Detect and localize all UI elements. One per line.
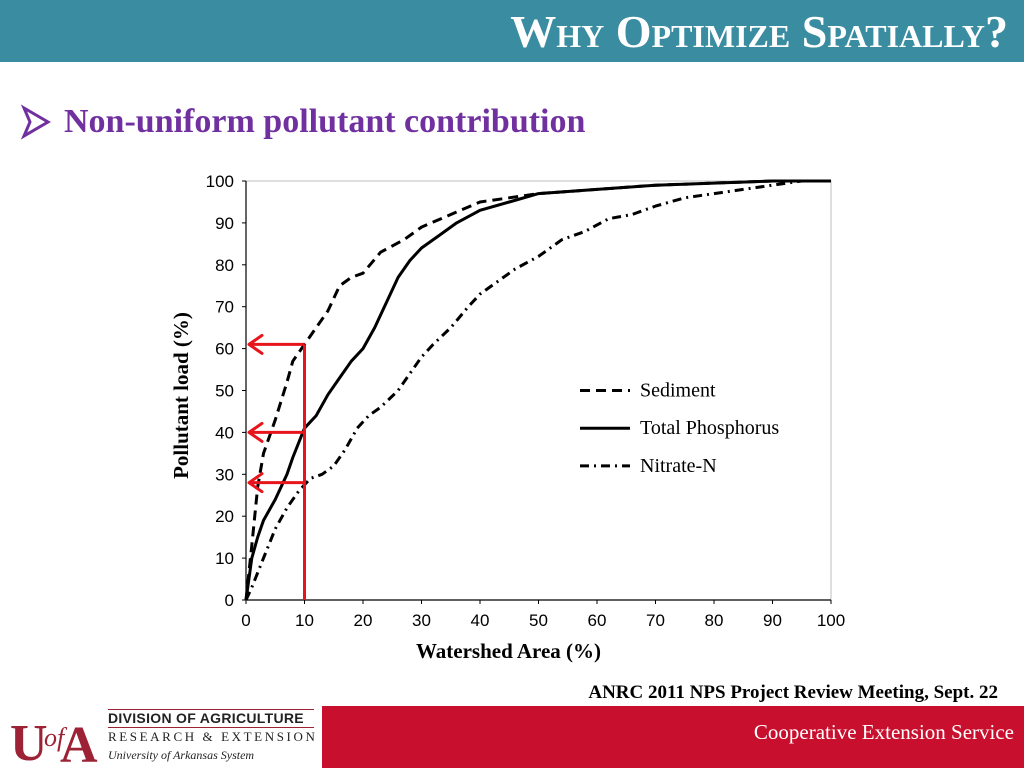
title-bar: Why Optimize Spatially? xyxy=(0,0,1024,62)
y-tick-label: 30 xyxy=(215,465,234,484)
plot-area xyxy=(245,180,832,601)
svg-text:U: U xyxy=(10,715,48,766)
footer-bar xyxy=(322,706,1024,768)
x-tick-label: 70 xyxy=(646,611,665,630)
logo-line-division: DIVISION OF AGRICULTURE xyxy=(108,710,304,726)
x-tick-label: 10 xyxy=(295,611,314,630)
x-tick-label: 50 xyxy=(529,611,548,630)
x-tick-label: 40 xyxy=(471,611,490,630)
x-tick-label: 90 xyxy=(763,611,782,630)
svg-text:A: A xyxy=(60,717,98,766)
meeting-caption: ANRC 2011 NPS Project Review Meeting, Se… xyxy=(588,682,998,703)
annotation-arrowhead-icon xyxy=(247,333,264,355)
y-tick-label: 100 xyxy=(206,172,234,191)
x-tick-label: 80 xyxy=(705,611,724,630)
legend-label-total-phosphorus: Total Phosphorus xyxy=(640,417,779,439)
logo-rule-middle xyxy=(108,727,314,728)
uofa-logo-mark: U of A xyxy=(10,715,98,766)
legend-label-nitrate-n: Nitrate-N xyxy=(640,455,717,477)
annotation-arrowhead-icon xyxy=(247,472,264,494)
logo-rule-top xyxy=(108,709,314,710)
series-line-total-phosphorus xyxy=(244,179,831,601)
bullet-item: Non-uniform pollutant contribution xyxy=(18,100,585,144)
y-tick-label: 20 xyxy=(215,507,234,526)
y-axis-title: Pollutant load (%) xyxy=(169,312,193,479)
x-tick-label: 0 xyxy=(241,611,250,630)
pollutant-load-chart: 0 10 20 30 40 50 60 70 80 90 100 0 10 20 30 40 50 60 70 80 9… xyxy=(169,172,845,663)
y-tick-label: 0 xyxy=(225,591,234,610)
y-tick-label: 50 xyxy=(215,382,234,401)
footer-service-text: Cooperative Extension Service xyxy=(753,720,1014,744)
y-tick-label: 70 xyxy=(215,298,234,317)
annotation-arrowhead-icon xyxy=(247,421,264,443)
y-tick-label: 90 xyxy=(215,214,234,233)
y-tick-label: 80 xyxy=(215,256,234,275)
slide-title: Why Optimize Spatially? xyxy=(510,6,1008,57)
svg-text:of: of xyxy=(44,723,68,752)
x-tick-label: 20 xyxy=(354,611,373,630)
legend-label-sediment: Sediment xyxy=(640,380,716,402)
y-tick-label: 60 xyxy=(215,340,234,359)
logo-line-university: University of Arkansas System xyxy=(108,748,255,762)
logo-line-research: RESEARCH & EXTENSION xyxy=(108,729,318,744)
bullet-text: Non-uniform pollutant contribution xyxy=(64,103,586,140)
x-axis-title: Watershed Area (%) xyxy=(416,639,601,663)
x-tick-label: 30 xyxy=(412,611,431,630)
logo-text-block: DIVISION OF AGRICULTURE RESEARCH & EXTEN… xyxy=(108,710,317,763)
x-tick-label: 60 xyxy=(588,611,607,630)
y-tick-label: 40 xyxy=(215,423,234,442)
logo-area xyxy=(0,706,322,768)
y-tick-label: 10 xyxy=(215,549,234,568)
arrowhead-bullet-icon xyxy=(20,104,51,140)
x-tick-label: 100 xyxy=(817,611,845,630)
